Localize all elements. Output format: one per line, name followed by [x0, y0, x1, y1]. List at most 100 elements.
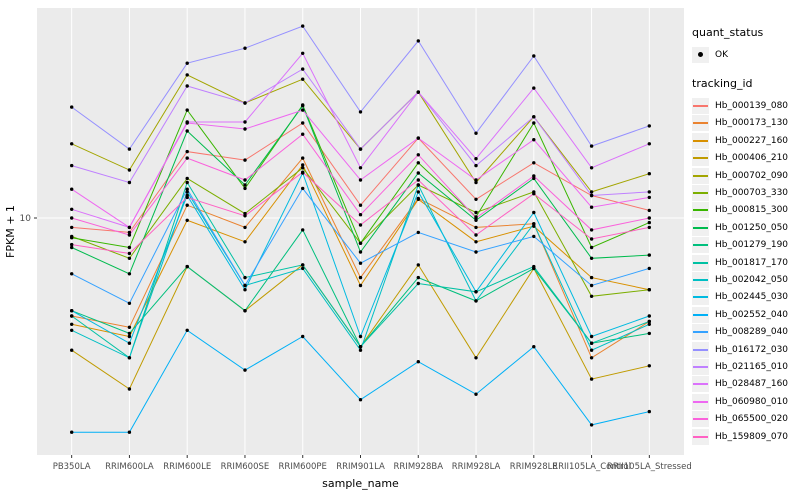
- data-point: [301, 334, 305, 339]
- data-point: [70, 225, 74, 230]
- data-point: [532, 222, 536, 226]
- legend-label: Hb_001817_170: [715, 257, 789, 268]
- data-point: [185, 176, 189, 181]
- data-point: [474, 299, 478, 303]
- legend-key-icon: [692, 306, 709, 323]
- legend-key-icon: [692, 202, 709, 219]
- legend-key-icon: [692, 167, 709, 184]
- legend-line-swatch: [693, 383, 708, 386]
- data-point: [532, 86, 536, 90]
- data-point: [358, 213, 363, 217]
- data-point: [589, 275, 594, 280]
- data-point: [358, 398, 363, 402]
- data-point: [589, 348, 594, 352]
- legend-item-Hb_001817_170: Hb_001817_170: [692, 254, 800, 271]
- data-point: [185, 328, 189, 332]
- data-point: [589, 256, 594, 260]
- data-point: [647, 124, 651, 128]
- data-point: [185, 149, 189, 154]
- data-point: [589, 190, 594, 194]
- data-point: [301, 24, 305, 28]
- data-point: [589, 228, 594, 232]
- legend-key-icon: [692, 132, 709, 149]
- data-point: [70, 163, 74, 168]
- data-point: [243, 240, 247, 244]
- data-point: [127, 430, 132, 434]
- data-point: [474, 163, 478, 168]
- data-point: [532, 234, 536, 239]
- data-point: [301, 104, 305, 108]
- data-point: [474, 180, 478, 185]
- data-point: [532, 176, 536, 181]
- data-point: [185, 180, 189, 185]
- legend-key-icon: [692, 98, 709, 115]
- y-tick-label: 10: [20, 214, 32, 224]
- data-point: [589, 423, 594, 427]
- data-point: [358, 147, 363, 151]
- data-point: [647, 208, 651, 213]
- legend-key-icon: [692, 341, 709, 358]
- data-point: [532, 192, 536, 196]
- data-point: [243, 283, 247, 288]
- data-point: [474, 197, 478, 201]
- data-point: [185, 195, 189, 200]
- data-point: [243, 214, 247, 218]
- data-point: [301, 108, 305, 112]
- legend-key-icon: [692, 219, 709, 236]
- data-point: [647, 142, 651, 146]
- legend-title-tracking-id: tracking_id: [692, 77, 753, 91]
- legend-item-Hb_000406_210: Hb_000406_210: [692, 150, 800, 167]
- legend-key-icon: [692, 289, 709, 306]
- legend-item-Hb_000227_160: Hb_000227_160: [692, 132, 800, 149]
- legend-label: Hb_021165_010: [715, 361, 789, 372]
- data-point: [301, 77, 305, 81]
- legend-label: Hb_028487_160: [715, 379, 789, 390]
- data-point: [127, 233, 132, 237]
- legend-line-swatch: [693, 278, 708, 281]
- legend-item-Hb_008289_040: Hb_008289_040: [692, 323, 800, 341]
- data-point: [647, 216, 651, 220]
- data-point: [301, 170, 305, 174]
- legend-key-icon: [692, 376, 709, 393]
- legend-line-swatch: [693, 348, 708, 351]
- data-point: [358, 261, 363, 265]
- legend-item-Hb_002042_050: Hb_002042_050: [692, 271, 800, 288]
- data-point: [70, 430, 74, 434]
- data-point: [70, 328, 74, 332]
- data-point: [243, 46, 247, 50]
- legend-label: Hb_159809_070: [715, 431, 789, 442]
- data-point: [127, 272, 132, 276]
- data-point: [358, 178, 363, 182]
- data-point: [416, 153, 420, 157]
- legend-item-Hb_000702_090: Hb_000702_090: [692, 167, 800, 184]
- data-point: [474, 216, 478, 220]
- legend-item-Hb_001250_050: Hb_001250_050: [692, 219, 800, 236]
- data-point: [474, 210, 478, 215]
- data-point: [127, 168, 132, 172]
- legend-label: Hb_000406_210: [715, 153, 789, 164]
- x-tick-label: RRII105LA_Stressed: [607, 462, 692, 472]
- legend-label: Hb_016172_030: [715, 344, 789, 355]
- legend: quant_status OK tracking_id Hb_000139_08…: [692, 26, 800, 445]
- legend-item-Hb_000173_130: Hb_000173_130: [692, 115, 800, 132]
- data-point: [243, 186, 247, 191]
- data-point: [416, 171, 420, 175]
- data-point: [127, 301, 132, 305]
- legend-label: Hb_060980_010: [715, 396, 789, 407]
- legend-line-swatch: [693, 157, 708, 160]
- legend-item-Hb_016172_030: Hb_016172_030: [692, 341, 800, 358]
- data-point: [243, 158, 247, 162]
- data-point: [301, 228, 305, 232]
- x-axis-title: sample_name: [322, 477, 399, 490]
- data-point: [589, 237, 594, 241]
- legend-line-swatch: [693, 365, 708, 368]
- data-point: [70, 348, 74, 352]
- data-point: [301, 51, 305, 55]
- legend-line-swatch: [693, 244, 708, 247]
- data-point: [647, 225, 651, 230]
- data-point: [185, 264, 189, 269]
- data-point: [416, 90, 420, 94]
- data-point: [647, 409, 651, 414]
- data-point: [532, 161, 536, 165]
- legend-item-Hb_002552_040: Hb_002552_040: [692, 306, 800, 323]
